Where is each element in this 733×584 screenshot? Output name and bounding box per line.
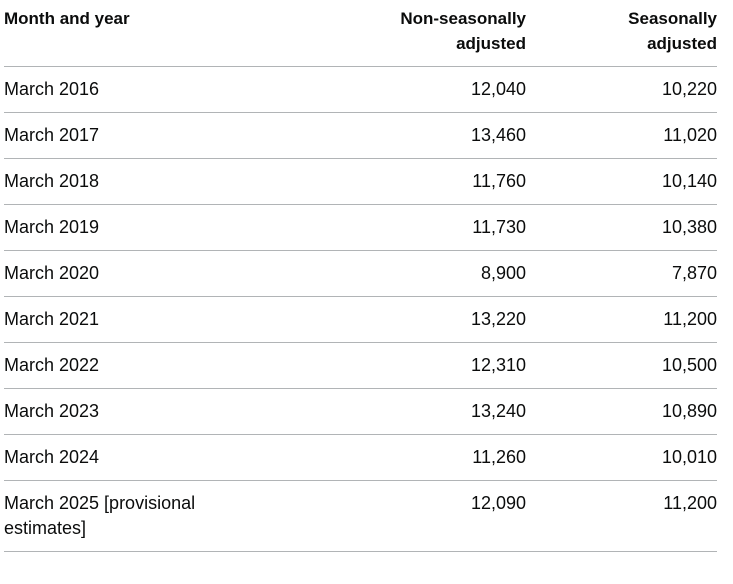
data-table: Month and year Non-seasonally adjusted S… — [4, 0, 717, 552]
cell-non-seasonal: 11,760 — [264, 158, 526, 205]
header-non-seasonal-line2: adjusted — [456, 34, 526, 53]
header-row: Month and year Non-seasonally adjusted S… — [4, 0, 717, 67]
table-row: March 2017 13,460 11,020 — [4, 112, 717, 159]
cell-non-seasonal: 13,220 — [264, 296, 526, 343]
table-row: March 2016 12,040 10,220 — [4, 66, 717, 113]
table-row: March 2023 13,240 10,890 — [4, 388, 717, 435]
header-non-seasonal-line1: Non-seasonally — [400, 9, 526, 28]
cell-non-seasonal: 11,730 — [264, 204, 526, 251]
header-seasonal-line1: Seasonally — [628, 9, 717, 28]
cell-non-seasonal: 12,040 — [264, 66, 526, 113]
cell-seasonal: 7,870 — [526, 250, 717, 297]
table-header: Month and year Non-seasonally adjusted S… — [4, 0, 717, 67]
header-seasonally-adjusted: Seasonally adjusted — [526, 0, 717, 67]
cell-month: March 2017 — [4, 112, 264, 159]
cell-seasonal: 10,500 — [526, 342, 717, 389]
cell-seasonal: 11,020 — [526, 112, 717, 159]
header-month-year: Month and year — [4, 0, 264, 67]
table-row: March 2021 13,220 11,200 — [4, 296, 717, 343]
cell-month: March 2018 — [4, 158, 264, 205]
cell-non-seasonal: 8,900 — [264, 250, 526, 297]
cell-seasonal: 10,010 — [526, 434, 717, 481]
cell-seasonal: 10,380 — [526, 204, 717, 251]
cell-month: March 2024 — [4, 434, 264, 481]
cell-seasonal: 10,220 — [526, 66, 717, 113]
header-non-seasonally-adjusted: Non-seasonally adjusted — [264, 0, 526, 67]
cell-seasonal: 10,890 — [526, 388, 717, 435]
cell-month: March 2022 — [4, 342, 264, 389]
cell-seasonal: 11,200 — [526, 296, 717, 343]
cell-month: March 2021 — [4, 296, 264, 343]
header-seasonal-line2: adjusted — [647, 34, 717, 53]
cell-non-seasonal: 13,240 — [264, 388, 526, 435]
table-body: March 2016 12,040 10,220 March 2017 13,4… — [4, 66, 717, 552]
cell-month: March 2025 [provisional estimates] — [4, 480, 264, 552]
table-row: March 2018 11,760 10,140 — [4, 158, 717, 205]
cell-non-seasonal: 11,260 — [264, 434, 526, 481]
cell-seasonal: 11,200 — [526, 480, 717, 552]
cell-month: March 2020 — [4, 250, 264, 297]
cell-seasonal: 10,140 — [526, 158, 717, 205]
table-row: March 2025 [provisional estimates] 12,09… — [4, 480, 717, 552]
cell-month: March 2023 — [4, 388, 264, 435]
cell-month: March 2019 — [4, 204, 264, 251]
cell-non-seasonal: 13,460 — [264, 112, 526, 159]
header-month-year-label: Month and year — [4, 9, 130, 28]
table-row: March 2024 11,260 10,010 — [4, 434, 717, 481]
cell-non-seasonal: 12,310 — [264, 342, 526, 389]
table-row: March 2022 12,310 10,500 — [4, 342, 717, 389]
data-table-container: Month and year Non-seasonally adjusted S… — [4, 0, 717, 552]
table-row: March 2019 11,730 10,380 — [4, 204, 717, 251]
table-row: March 2020 8,900 7,870 — [4, 250, 717, 297]
cell-non-seasonal: 12,090 — [264, 480, 526, 552]
cell-month: March 2016 — [4, 66, 264, 113]
